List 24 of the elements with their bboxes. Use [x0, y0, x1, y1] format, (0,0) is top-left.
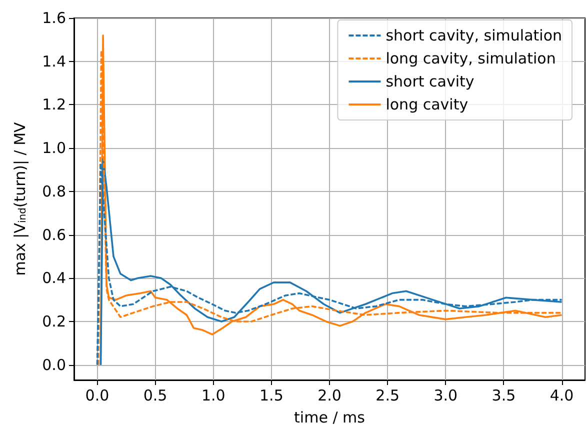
y-tick-label: 1.2 — [42, 96, 66, 114]
y-tick-label: 0.8 — [42, 182, 66, 200]
y-tick-label: 0.6 — [42, 226, 66, 244]
x-tick-label: 3.5 — [492, 386, 516, 404]
y-tick-label: 0.4 — [42, 269, 66, 288]
y-tick-label: 1.4 — [42, 52, 66, 70]
legend-label: long cavity — [386, 96, 468, 114]
x-tick-label: 1.5 — [260, 386, 284, 404]
x-tick-label: 0.0 — [85, 386, 110, 404]
y-tick-label: 0.0 — [42, 356, 66, 374]
x-tick-label: 4.0 — [550, 386, 574, 404]
y-tick-label: 1.0 — [42, 139, 66, 158]
y-tick-label: 0.2 — [42, 312, 66, 330]
x-axis-title: time / ms — [294, 408, 366, 426]
legend-label: long cavity, simulation — [386, 50, 556, 68]
legend-label: short cavity, simulation — [386, 26, 562, 44]
x-tick-label: 3.0 — [434, 386, 458, 404]
x-tick-label: 2.5 — [376, 386, 400, 404]
y-axis-title: max |Vind(turn)| / MV — [11, 121, 29, 276]
x-tick-label: 0.5 — [143, 386, 168, 404]
y-tick-label: 1.6 — [42, 9, 66, 27]
x-tick-label: 2.0 — [318, 386, 342, 404]
x-tick-label: 1.0 — [201, 386, 226, 404]
legend-label: short cavity — [386, 72, 474, 90]
